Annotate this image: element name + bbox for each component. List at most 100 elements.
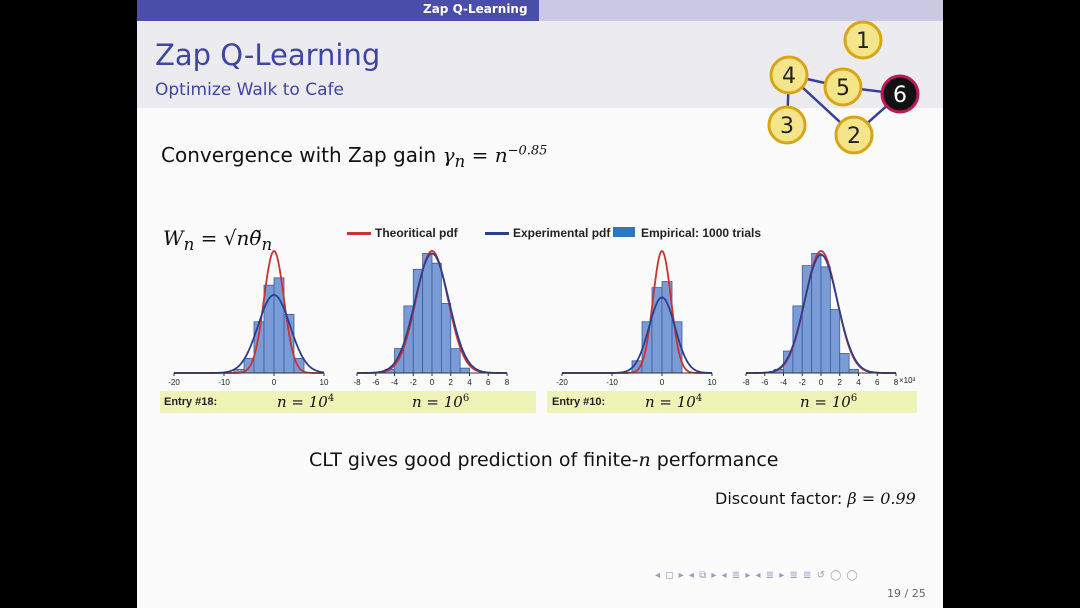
x-tick-label: -4 bbox=[780, 378, 788, 387]
histogram-entry10-n1e4: -20 -10 0 10 bbox=[556, 250, 717, 387]
graph-node-label-6: 6 bbox=[893, 83, 907, 108]
graph-node-label-3: 3 bbox=[780, 114, 794, 139]
x-tick-label: 0 bbox=[819, 378, 824, 387]
histogram-bar bbox=[811, 253, 822, 374]
x-tick-label: 10 bbox=[320, 378, 329, 387]
legend-experimental-label: Experimental pdf bbox=[513, 226, 611, 240]
x-tick-label: -6 bbox=[372, 378, 380, 387]
entry18-n1-label: n = 104 bbox=[277, 393, 334, 411]
section-title[interactable]: Zap Q-Learning bbox=[423, 2, 528, 16]
legend-empirical-label: Empirical: 1000 trials bbox=[641, 226, 762, 240]
discount-factor: Discount factor: β = 0.99 bbox=[715, 489, 916, 508]
n-exponent: 6 bbox=[462, 393, 470, 404]
x-tick-label: -20 bbox=[556, 378, 568, 387]
gamma-symbol: γ bbox=[442, 143, 455, 167]
legend-theoretical-swatch bbox=[347, 232, 371, 235]
experimental-pdf-curve bbox=[562, 296, 713, 374]
histogram-bar bbox=[820, 266, 831, 374]
entry18-bar bbox=[160, 391, 536, 413]
n-exponent: 6 bbox=[850, 393, 858, 404]
histogram-bar bbox=[848, 368, 859, 374]
histogram-bar bbox=[459, 367, 470, 374]
n-exponent: 4 bbox=[695, 393, 703, 404]
x-tick-label: -20 bbox=[168, 378, 180, 387]
active-section-tab[interactable] bbox=[137, 0, 539, 21]
x-tick-label: 2 bbox=[449, 378, 454, 387]
graph-node-label-1: 1 bbox=[856, 29, 870, 54]
x-tick-label: 4 bbox=[467, 378, 472, 387]
histogram-bar bbox=[422, 253, 433, 374]
entry18-label: Entry #18: bbox=[164, 396, 218, 408]
histogram-entry18-n1e6: -8 -6 -4 -2 0 2 4 6 8 bbox=[353, 250, 510, 387]
histogram-bar bbox=[829, 309, 841, 374]
slide-title: Zap Q-Learning bbox=[155, 38, 381, 72]
n-value-text: n = 10 bbox=[412, 393, 463, 411]
legend-empirical-swatch bbox=[613, 227, 635, 237]
x-axis-unit: ×10³ bbox=[899, 376, 916, 385]
wn-symbol: W bbox=[163, 226, 184, 250]
entry18-n2-label: n = 106 bbox=[412, 393, 469, 411]
graph-node-1 bbox=[843, 20, 883, 60]
clt-text: CLT gives good prediction of finite- bbox=[309, 449, 639, 471]
graph-node-6 bbox=[880, 74, 920, 114]
gamma-subscript: n bbox=[454, 152, 466, 171]
x-tick-label: 8 bbox=[894, 378, 899, 387]
slide: Zap Q-Learning Zap Q-Learning Optimize W… bbox=[137, 0, 943, 608]
convergence-text: Convergence with Zap gain bbox=[161, 143, 443, 167]
cafe-walk-graph: 1 2 3 4 5 6 bbox=[767, 20, 920, 155]
wn-subscript: n bbox=[183, 235, 195, 254]
histogram-entry10-n1e6: -8 -6 -4 -2 0 2 4 6 8 ×10³ bbox=[742, 250, 916, 387]
x-tick-label: -6 bbox=[761, 378, 769, 387]
graph-node-2 bbox=[834, 115, 874, 155]
histogram-bar bbox=[801, 265, 813, 374]
x-tick-label: -8 bbox=[742, 378, 750, 387]
top-navigation-bar: Zap Q-Learning bbox=[137, 0, 943, 21]
x-tick-label: 0 bbox=[660, 378, 665, 387]
experimental-pdf-curve bbox=[357, 252, 507, 374]
n-value-text: n = 10 bbox=[800, 393, 851, 411]
x-tick-label: 6 bbox=[875, 378, 880, 387]
graph-node-label-2: 2 bbox=[847, 124, 861, 149]
histogram-bar bbox=[839, 353, 850, 374]
discount-text: Discount factor: bbox=[715, 489, 848, 508]
x-tick-label: 2 bbox=[838, 378, 843, 387]
convergence-heading: Convergence with Zap gain γn = n−0.85 bbox=[161, 143, 547, 171]
histogram-bar bbox=[440, 303, 452, 374]
gain-equation: = n bbox=[465, 143, 508, 167]
x-tick-label: 8 bbox=[505, 378, 510, 387]
slide-subtitle: Optimize Walk to Cafe bbox=[155, 80, 344, 100]
x-tick-label: -10 bbox=[218, 378, 230, 387]
n-exponent: 4 bbox=[327, 393, 335, 404]
theoretical-pdf-curve bbox=[562, 250, 712, 374]
graph-nodes: 1 2 3 4 5 6 bbox=[767, 20, 920, 155]
x-tick-label: 0 bbox=[430, 378, 435, 387]
graph-node-4 bbox=[769, 55, 809, 95]
n-value-text: n = 10 bbox=[645, 393, 696, 411]
legend-experimental-swatch bbox=[485, 232, 509, 235]
x-tick-label: 10 bbox=[708, 378, 717, 387]
graph-node-label-4: 4 bbox=[782, 64, 796, 89]
gain-exponent: −0.85 bbox=[507, 143, 548, 159]
x-tick-label: -2 bbox=[410, 378, 418, 387]
histogram-bar bbox=[431, 262, 442, 374]
x-tick-label: 0 bbox=[272, 378, 277, 387]
entry10-label: Entry #10: bbox=[552, 396, 606, 408]
legend-theoretical-label: Theoritical pdf bbox=[375, 226, 458, 240]
n-value-text: n = 10 bbox=[277, 393, 328, 411]
clt-statement: CLT gives good prediction of finite-n pe… bbox=[309, 449, 779, 471]
entry10-n1-label: n = 104 bbox=[645, 393, 702, 411]
x-tick-label: 4 bbox=[856, 378, 861, 387]
graph-node-label-5: 5 bbox=[836, 76, 850, 101]
x-tick-label: -10 bbox=[606, 378, 618, 387]
theta-subscript: n bbox=[261, 235, 273, 254]
x-tick-label: 6 bbox=[486, 378, 491, 387]
histogram-entry18-n1e4: -20 -10 0 10 bbox=[168, 250, 329, 387]
discount-value: β = 0.99 bbox=[847, 489, 916, 508]
beamer-navigation-icons[interactable]: ◂ ◻ ▸ ◂ ⧉ ▸ ◂ ≣ ▸ ◂ ≣ ▸ ≣ ≣ ↺ ◯ ◯ bbox=[655, 570, 859, 581]
histogram-bar bbox=[450, 348, 461, 374]
page-number: 19 / 25 bbox=[887, 587, 926, 600]
wn-definition: Wn = √nθ̃n bbox=[163, 226, 272, 254]
entry10-n2-label: n = 106 bbox=[800, 393, 857, 411]
entry10-bar bbox=[547, 391, 917, 413]
clt-n: n bbox=[638, 449, 651, 471]
